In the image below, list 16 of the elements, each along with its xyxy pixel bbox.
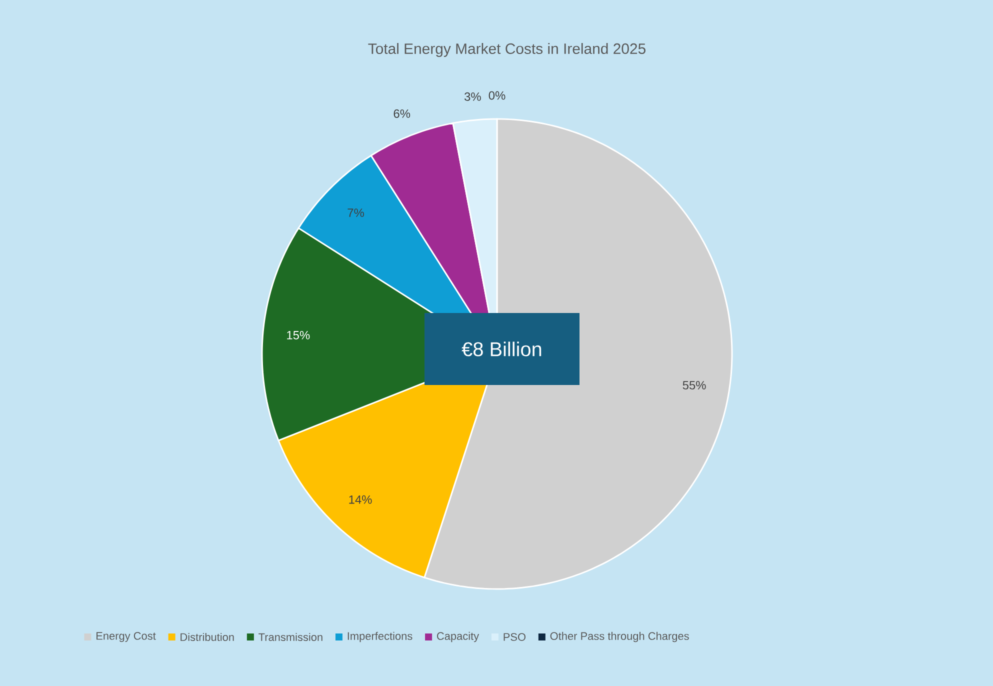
legend-label: Distribution (180, 632, 234, 642)
data-label: 14% (349, 495, 372, 504)
legend-label: Capacity (437, 632, 480, 642)
legend-label: Energy Cost (96, 632, 156, 642)
chart-title: Total Energy Market Costs in Ireland 2025 (368, 43, 646, 57)
data-label: 7% (348, 208, 364, 217)
legend-label: Transmission (258, 632, 322, 642)
text: 0% (488, 91, 506, 100)
legend-label: Other Pass through Charges (550, 632, 689, 642)
data-label: 6% (394, 109, 410, 118)
data-label: 55% (682, 381, 706, 390)
data-label: 3% (464, 92, 481, 101)
text: €8 Billion (462, 342, 542, 356)
legend-label: PSO (504, 633, 526, 641)
legend-label: Imperfections (348, 632, 412, 642)
data-label: 15% (287, 330, 310, 340)
